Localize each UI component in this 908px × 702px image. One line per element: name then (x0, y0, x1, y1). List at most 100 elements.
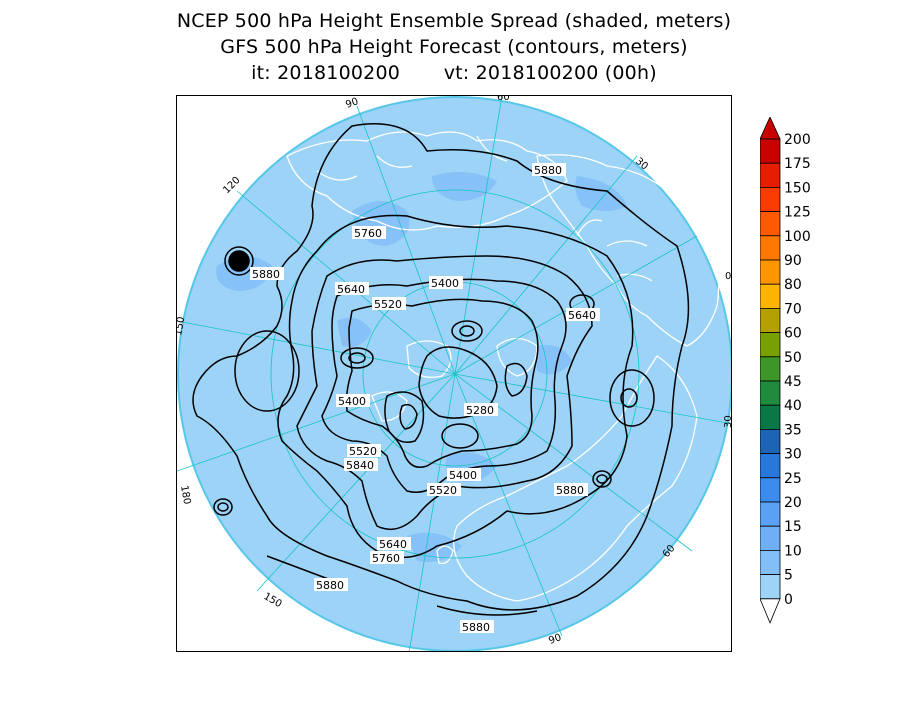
colorbar-label: 40 (784, 398, 802, 414)
spread-patch (537, 345, 572, 375)
contour-label: 5400 (431, 277, 459, 290)
colorbar-swatch (760, 235, 781, 261)
title-line-3: it: 2018100200 vt: 2018100200 (00h) (251, 62, 657, 84)
contour-label: 5400 (449, 469, 477, 482)
contour-label-box (352, 226, 386, 239)
meridian-0 (454, 235, 698, 375)
contour-inner (384, 391, 425, 443)
contour-label: 5520 (374, 298, 402, 311)
colorbar-swatch (760, 162, 781, 188)
lon-label-90e: 90 (547, 632, 563, 647)
contour-label: 5520 (349, 445, 377, 458)
contour-label-box (460, 620, 494, 633)
colorbar-label: 45 (784, 374, 802, 390)
colorbar-swatch (760, 187, 781, 213)
colorbar-swatch (760, 525, 781, 551)
colorbar-swatch (760, 380, 781, 406)
coastline-asia (453, 355, 698, 602)
contour-label-box (377, 537, 411, 550)
contour-low-center (451, 320, 483, 342)
contour-label-box (554, 483, 588, 496)
contour-high (592, 470, 612, 488)
contour-high (217, 502, 229, 512)
contour-high (609, 369, 655, 427)
contour-label: 5880 (252, 268, 280, 281)
colorbar-label: 150 (784, 180, 811, 196)
colorbar-swatch (760, 477, 781, 503)
meridian-150w (177, 320, 456, 375)
meridian-150e (256, 373, 456, 592)
colorbar-swatch (760, 428, 781, 454)
colorbar-label: 90 (784, 253, 802, 269)
map-frame: 0 30 60 90 120 150 180 150 120 90 60 30 … (176, 95, 732, 652)
contour-label: 5760 (372, 552, 400, 565)
spread-patch (432, 172, 497, 201)
contour-label: 5880 (316, 579, 344, 592)
contour-label: 5880 (556, 484, 584, 497)
meridian-90w (356, 105, 456, 375)
colorbar-bottom-arrow (760, 598, 781, 624)
colorbar-label: 35 (784, 422, 802, 438)
colorbar-label: 175 (784, 156, 811, 172)
meridian-90e (454, 373, 563, 637)
latitude-circle (270, 189, 640, 559)
contour-5760 (277, 214, 634, 559)
contour-high-filled (228, 250, 250, 272)
meridian-180 (177, 373, 456, 472)
colorbar-swatch (760, 283, 781, 309)
lon-label-150: 150 (177, 316, 187, 337)
colorbar-label: 20 (784, 495, 802, 511)
contour-label: 5640 (337, 283, 365, 296)
lon-label-60: 60 (497, 96, 510, 103)
meridian-30e (454, 373, 731, 425)
height-contours (192, 123, 690, 616)
contour-label: 5640 (568, 309, 596, 322)
colorbar-swatch (760, 453, 781, 479)
coastline-arctic-island (371, 391, 408, 422)
contour-label-box (566, 308, 600, 321)
contour-label-box (335, 282, 369, 295)
contour-low-center (459, 325, 475, 337)
contour-low-center (441, 423, 479, 449)
contour-high (234, 330, 300, 412)
contour-inner (399, 403, 418, 430)
contour-label-box (250, 267, 284, 280)
contour-label: 5400 (338, 395, 366, 408)
contour-label-box (314, 578, 348, 591)
polar-map: 0 30 60 90 120 150 180 150 120 90 60 30 … (177, 96, 732, 651)
contour-label-box (532, 163, 566, 176)
contour-low-center (348, 352, 366, 364)
coastline-europe (536, 154, 720, 347)
colorbar-swatches (760, 117, 781, 624)
colorbar-swatch (760, 404, 781, 430)
title-line-2: GFS 500 hPa Height Forecast (contours, m… (220, 36, 688, 58)
colorbar-swatch (760, 332, 781, 358)
contour-high (224, 246, 254, 276)
colorbar-label: 5 (784, 568, 793, 584)
colorbar-label: 25 (784, 471, 802, 487)
title-line-1: NCEP 500 hPa Height Ensemble Spread (sha… (176, 10, 732, 32)
contour-5880 (192, 123, 690, 611)
contour-label-box (344, 458, 378, 471)
colorbar-swatch (760, 211, 781, 237)
contour-label: 5760 (354, 227, 382, 240)
contour-high (620, 388, 638, 408)
contour-label: 5880 (462, 621, 490, 634)
contour-label: 5280 (466, 404, 494, 417)
lon-label-30e: 30 (723, 415, 732, 428)
colorbar-label: 200 (784, 132, 811, 148)
colorbar-label: 30 (784, 447, 802, 463)
colorbar-label: 10 (784, 543, 802, 559)
colorbar-top-arrow (760, 117, 781, 140)
colorbar-swatch (760, 574, 781, 600)
spread-patch (337, 317, 372, 347)
meridian-120e (408, 373, 456, 651)
coastline-japan (436, 545, 454, 565)
contour-label-box (464, 403, 498, 416)
colorbar-labels: 2001751501251009080706050454035302520151… (784, 132, 811, 608)
contour-high (213, 498, 233, 516)
contour-inner (504, 362, 528, 397)
contour-low-center (340, 347, 374, 369)
contour-label-box (372, 297, 406, 310)
contour-label: 5880 (534, 164, 562, 177)
